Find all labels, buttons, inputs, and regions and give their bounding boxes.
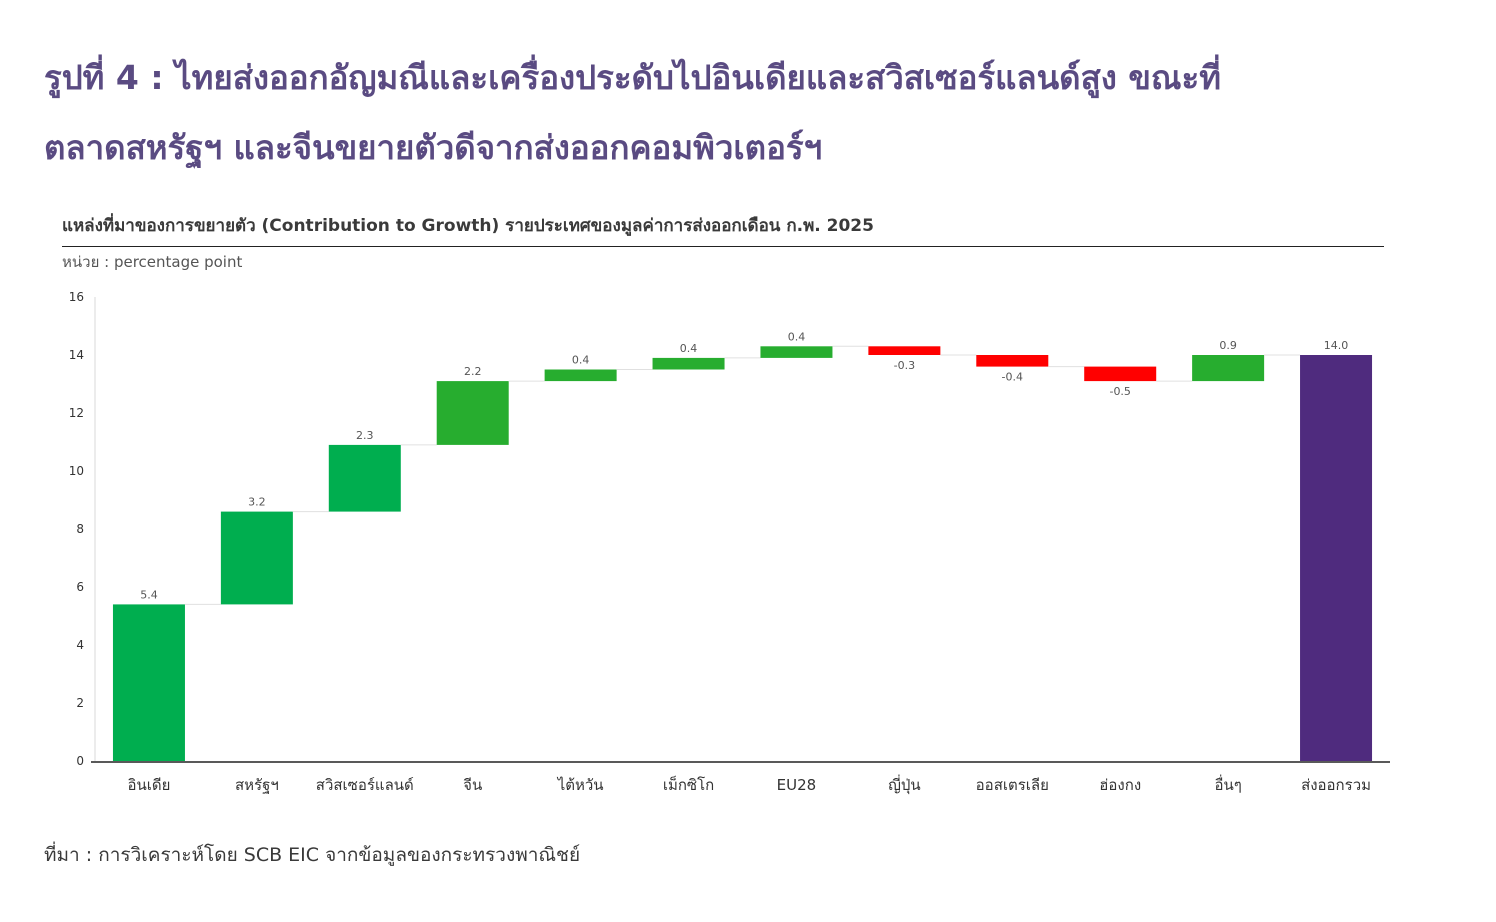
bar-8: [868, 346, 941, 355]
chart-title: แหล่งที่มาของการขยายตัว (Contribution to…: [62, 212, 1384, 247]
source-note: ที่มา : การวิเคราะห์โดย SCB EIC จากข้อมู…: [44, 844, 581, 866]
bar-10: [1084, 366, 1157, 382]
x-tick-label: จีน: [463, 776, 482, 794]
data-label: 0.4: [680, 342, 698, 355]
bar-3: [328, 444, 401, 512]
data-label: 0.4: [572, 354, 590, 367]
x-tick-label: ฮ่องกง: [1099, 776, 1141, 794]
bar-7: [760, 346, 833, 358]
x-tick-label: อินเดีย: [127, 776, 170, 794]
page-title-line-2: ตลาดสหรัฐฯ และจีนขยายตัวดีจากส่งออกคอมพิ…: [44, 128, 823, 167]
data-label: 5.4: [140, 588, 158, 601]
x-tick-label: ไต้หวัน: [557, 776, 604, 794]
x-tick-label: อื่นๆ: [1214, 774, 1241, 794]
x-tick-label: สหรัฐฯ: [235, 776, 279, 794]
data-label: 2.2: [464, 365, 482, 378]
data-label: 0.9: [1219, 339, 1237, 352]
chart-unit-label: หน่วย : percentage point: [62, 253, 243, 271]
y-tick-label: 16: [69, 290, 84, 304]
x-tick-label: สวิสเซอร์แลนด์: [316, 776, 414, 794]
data-label: -0.5: [1109, 385, 1130, 398]
y-tick-label: 0: [76, 754, 84, 768]
bar-5: [544, 369, 617, 382]
bar-6: [652, 357, 725, 370]
x-tick-label: ญี่ปุ่น: [888, 774, 921, 795]
y-tick-label: 10: [69, 464, 84, 478]
y-tick-label: 4: [76, 638, 84, 652]
y-tick-label: 2: [76, 696, 84, 710]
x-tick-label: EU28: [777, 776, 817, 794]
bar-11: [1192, 355, 1265, 382]
x-tick-label: ส่งออกรวม: [1301, 776, 1371, 794]
bar-9: [976, 355, 1049, 367]
data-label: 14.0: [1324, 339, 1349, 352]
data-label: 3.2: [248, 496, 266, 509]
y-tick-label: 8: [76, 522, 84, 536]
data-label: 0.4: [788, 330, 806, 343]
y-tick-label: 12: [69, 406, 84, 420]
data-label: -0.4: [1002, 371, 1023, 384]
bar-1: [112, 604, 185, 761]
x-tick-label: เม็กซิโก: [663, 775, 714, 794]
y-tick-label: 6: [76, 580, 84, 594]
data-label: 2.3: [356, 429, 374, 442]
bar-4: [436, 381, 509, 445]
data-label: -0.3: [894, 359, 915, 372]
bar-12: [1300, 355, 1373, 761]
y-tick-label: 14: [69, 348, 84, 362]
bar-2: [220, 511, 293, 605]
x-tick-label: ออสเตรเลีย: [976, 776, 1049, 794]
page-title-line-1: รูปที่ 4 : ไทยส่งออกอัญมณีและเครื่องประด…: [44, 58, 1222, 97]
